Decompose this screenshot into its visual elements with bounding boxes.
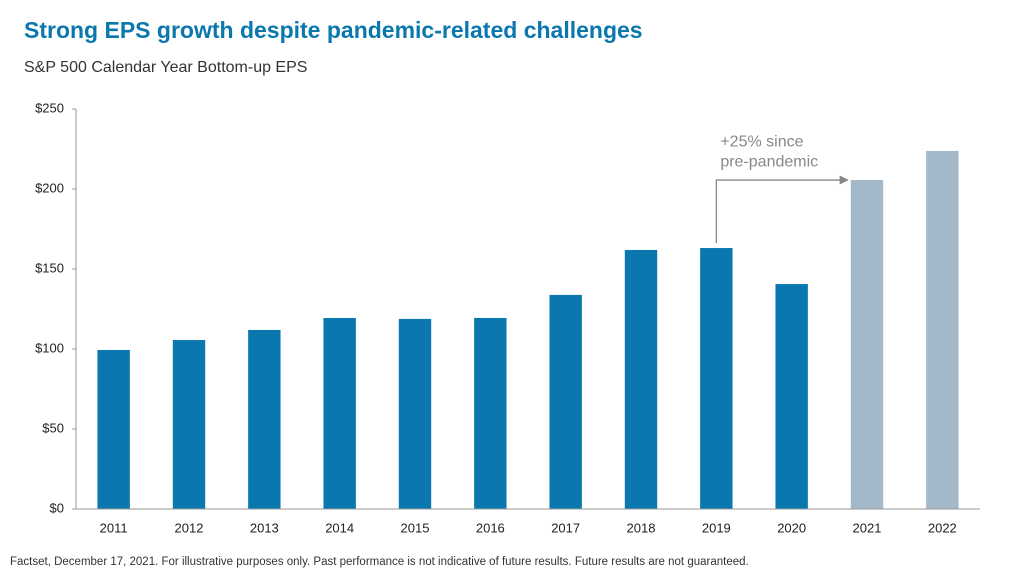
source-note: Factset, December 17, 2021. For illustra…	[10, 556, 749, 568]
x-tick-label: 2013	[250, 520, 279, 535]
x-tick-label: 2019	[702, 520, 731, 535]
x-tick-label: 2014	[325, 520, 354, 535]
bar	[97, 349, 130, 509]
x-tick-label: 2022	[928, 520, 957, 535]
bar	[775, 284, 808, 509]
x-tick-label: 2021	[853, 520, 882, 535]
x-tick-label: 2018	[627, 520, 656, 535]
x-tick-label: 2015	[401, 520, 430, 535]
y-tick-label: $150	[35, 260, 64, 275]
bar	[248, 329, 281, 509]
y-tick-label: $0	[50, 500, 64, 515]
x-tick-label: 2012	[175, 520, 204, 535]
bar	[926, 150, 959, 510]
bar	[172, 340, 206, 509]
x-tick-label: 2016	[476, 520, 505, 535]
chart-subtitle: S&P 500 Calendar Year Bottom-up EPS	[24, 59, 307, 76]
bar	[474, 317, 507, 509]
y-tick-label: $200	[35, 180, 64, 195]
y-tick-label: $100	[35, 340, 64, 355]
y-tick-label: $50	[42, 420, 64, 435]
x-tick-label: 2017	[551, 520, 580, 535]
bar	[700, 248, 733, 510]
annotation-text: pre-pandemic	[720, 153, 818, 170]
annotation-text: +25% since	[720, 133, 803, 150]
annotation-arrow	[715, 175, 849, 244]
x-tick-label: 2020	[777, 520, 806, 535]
bar	[549, 294, 582, 509]
bar	[398, 318, 432, 509]
bar	[850, 180, 884, 510]
y-tick-label: $250	[35, 100, 64, 115]
bar	[624, 249, 658, 509]
x-tick-label: 2011	[100, 520, 128, 535]
chart-title: Strong EPS growth despite pandemic-relat…	[24, 17, 643, 43]
bar	[323, 317, 356, 509]
